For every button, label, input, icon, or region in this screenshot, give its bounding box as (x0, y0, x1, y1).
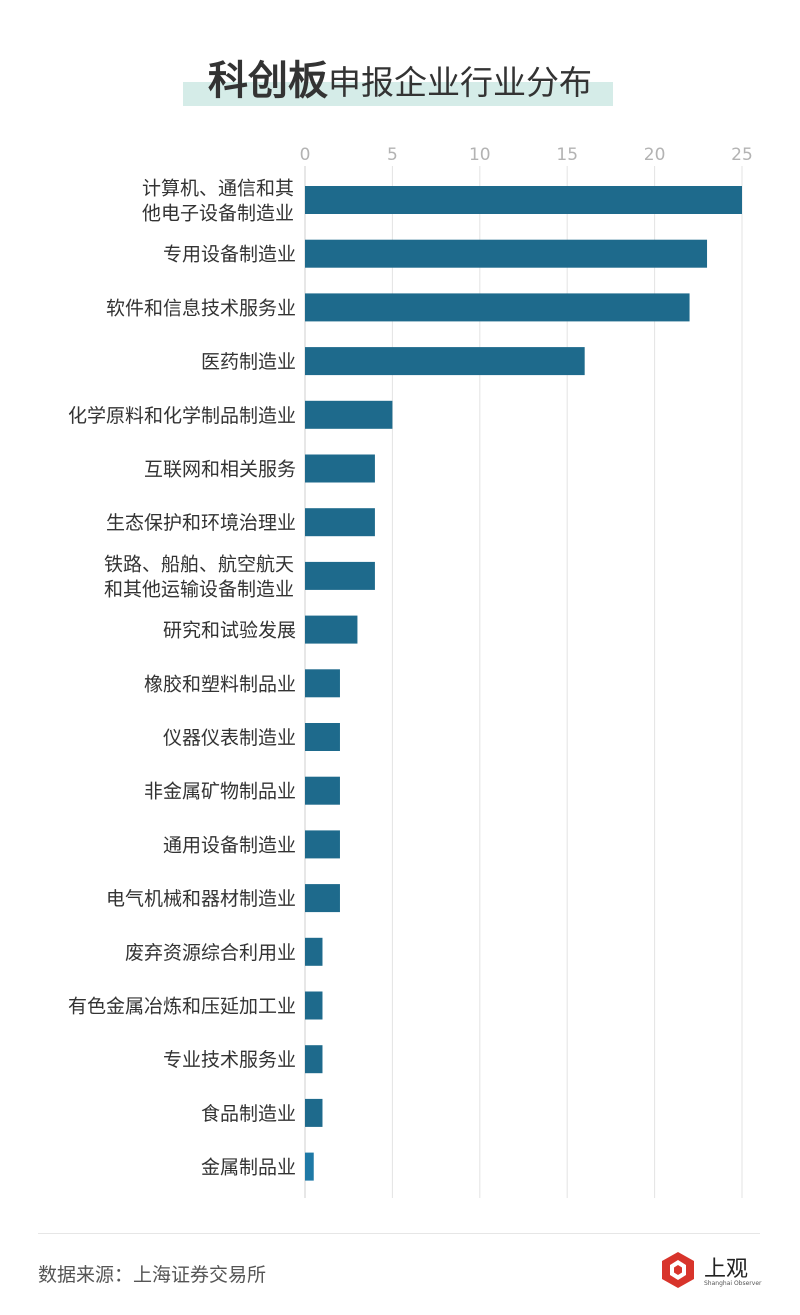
category-label: 废弃资源综合利用业 (125, 942, 296, 964)
category-label: 电气机械和器材制造业 (106, 888, 296, 910)
category-label: 食品制造业 (201, 1103, 296, 1125)
shanghai-observer-logo: 上观 Shanghai Observer (658, 1250, 778, 1295)
logo-text: 上观 (704, 1257, 749, 1282)
bar (305, 400, 393, 429)
bar (305, 347, 585, 376)
title-strong: 科创板 (208, 58, 328, 104)
category-label: 软件和信息技术服务业 (106, 297, 296, 319)
bar-chart: 0 5 10 15 20 25 计算机、通信和其他电子设备制造业专用设备制造业软件和信息技术… (68, 145, 753, 1198)
bar (305, 669, 340, 698)
category-label: 非金属矿物制品业 (144, 781, 296, 803)
footer-divider (38, 1233, 760, 1234)
x-tick-label: 10 (469, 145, 491, 165)
category-label: 化学原料和化学制品制造业 (68, 405, 296, 427)
category-label: 有色金属冶炼和压延加工业 (68, 996, 296, 1018)
bar (305, 239, 708, 268)
bar (305, 1152, 314, 1181)
category-label: 生态保护和环境治理业 (106, 512, 296, 534)
logo-mark-icon (662, 1252, 694, 1288)
category-label: 专业技术服务业 (163, 1049, 296, 1071)
bar (305, 991, 323, 1020)
bar (305, 293, 690, 322)
x-tick-label: 25 (731, 145, 753, 165)
category-label: 金属制品业 (201, 1157, 296, 1179)
category-label: 研究和试验发展 (163, 620, 296, 642)
category-label: 计算机、通信和其他电子设备制造业 (142, 178, 294, 225)
bar (305, 884, 340, 913)
bar (305, 615, 358, 644)
logo-subtext: Shanghai Observer (704, 1280, 762, 1287)
category-label: 通用设备制造业 (163, 834, 296, 856)
category-label: 仪器仪表制造业 (163, 727, 296, 749)
bar (305, 186, 742, 214)
data-source: 数据来源：上海证券交易所 (38, 1264, 267, 1286)
category-label: 互联网和相关服务 (144, 459, 296, 481)
x-tick-label: 15 (556, 145, 578, 165)
bar (305, 508, 375, 537)
bar (305, 723, 340, 751)
bar (305, 454, 375, 483)
bar (305, 937, 323, 966)
bar (305, 561, 375, 590)
bar (305, 830, 340, 859)
x-tick-label: 0 (300, 145, 311, 165)
bar (305, 776, 340, 805)
category-label: 铁路、船舶、航空航天和其他运输设备制造业 (104, 553, 294, 600)
bar (305, 1045, 323, 1074)
category-label: 专用设备制造业 (163, 244, 296, 266)
chart-title: 科创板申报企业行业分布 (0, 40, 800, 120)
x-tick-label: 20 (644, 145, 666, 165)
category-label: 医药制造业 (201, 351, 296, 373)
bar (305, 1098, 323, 1127)
title-highlight (183, 82, 613, 106)
x-tick-label: 5 (387, 145, 398, 165)
category-label: 橡胶和塑料制品业 (144, 673, 296, 695)
title-rest: 申报企业行业分布 (328, 63, 592, 102)
